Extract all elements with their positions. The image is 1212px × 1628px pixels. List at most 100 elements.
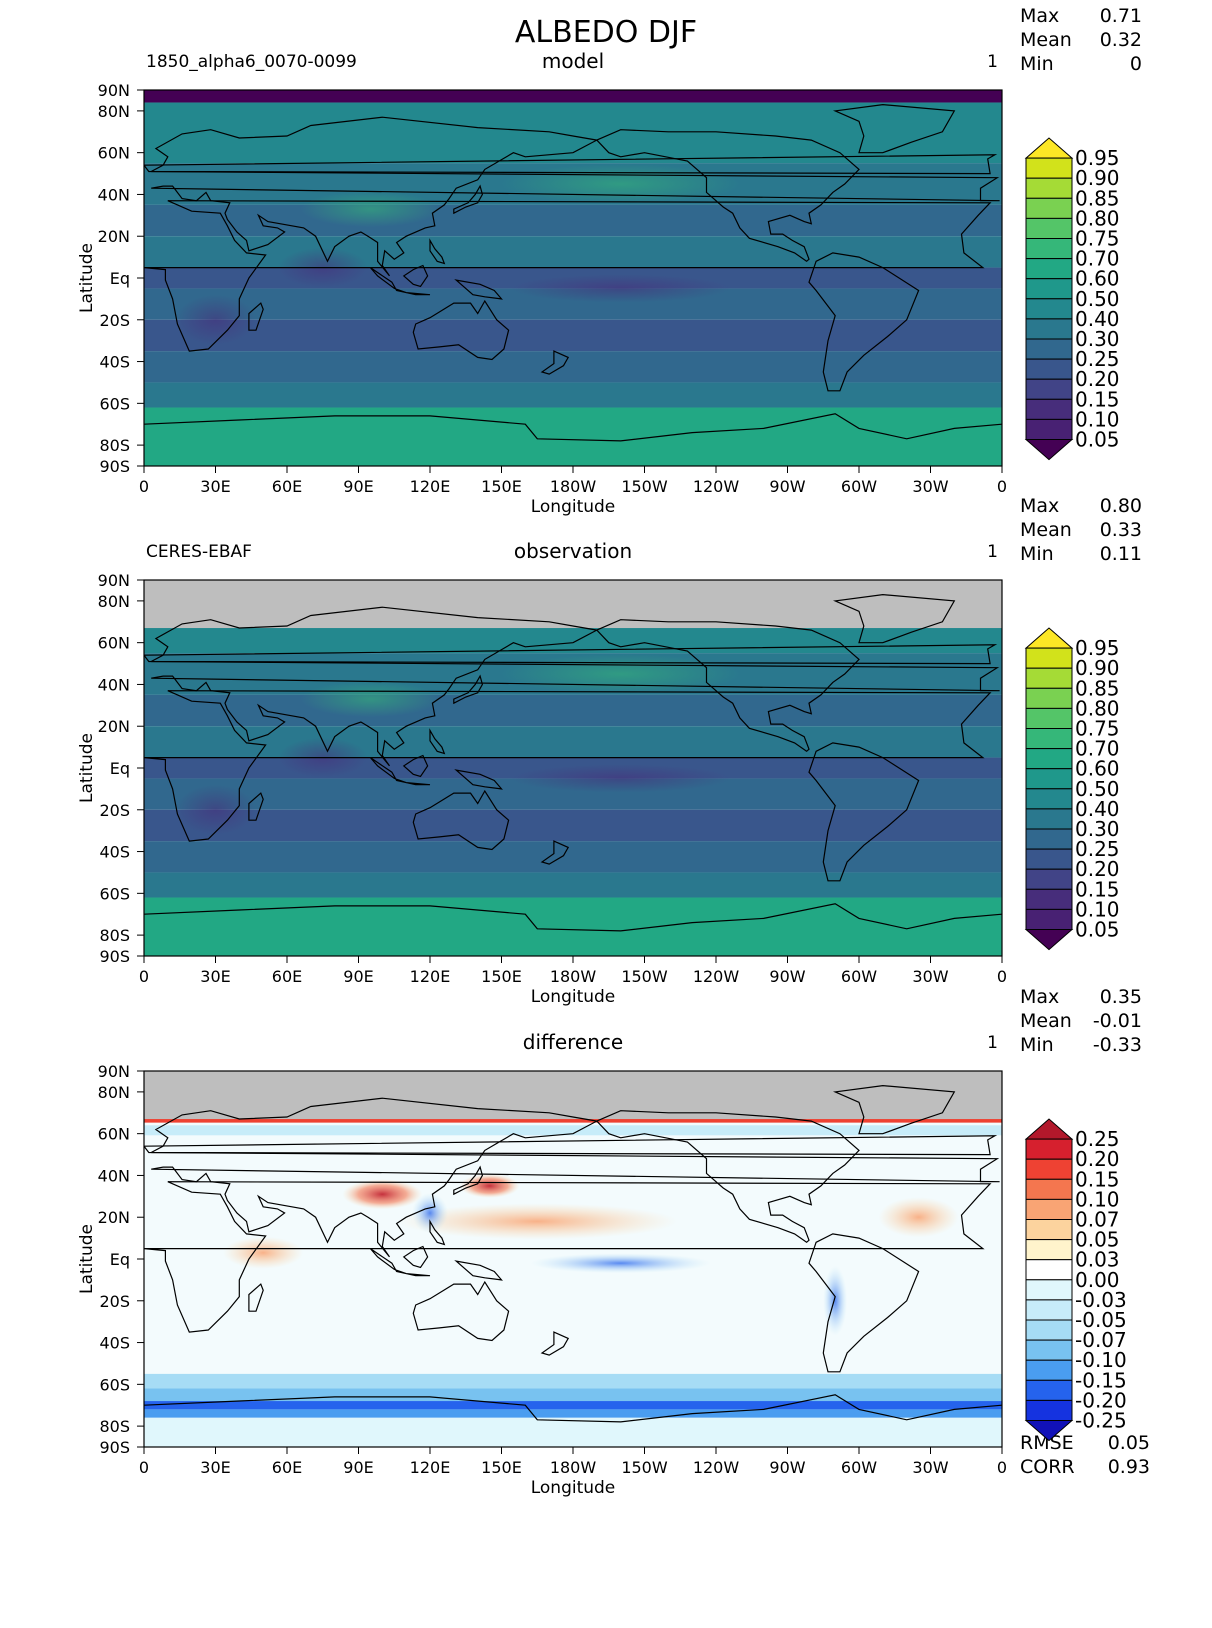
coastline-africa [144, 690, 992, 842]
coastline-japan [453, 184, 484, 215]
japan-positive [459, 1173, 520, 1198]
lon-tick-label: 30E [200, 1458, 230, 1477]
lat-tick-label: 60S [99, 394, 130, 413]
lat-tick-label: 90S [99, 947, 130, 966]
colorbar-label: -0.03 [1075, 1288, 1127, 1312]
panel-left-label: 1850_alpha6_0070-0099 [146, 52, 357, 72]
colorbar-segment [1025, 1379, 1073, 1401]
lon-tick-label: 0 [139, 477, 149, 496]
lon-tick-label: 60E [272, 477, 302, 496]
coastline-madagascar [248, 792, 264, 821]
colorbar-label: 0.60 [1075, 757, 1120, 781]
colorbar-segment [1025, 1259, 1073, 1281]
coastline-antarctica [144, 1394, 1002, 1423]
panel-right-label: 1 [987, 542, 998, 562]
colorbar-segment [1025, 1138, 1073, 1160]
colorbar-label: 0.70 [1075, 247, 1120, 271]
lat-tick-label: 80N [98, 592, 130, 611]
lat-tick-label: 40N [98, 1166, 130, 1185]
stat-value-min: -0.33 [1093, 1034, 1142, 1056]
coastline-namerica [595, 619, 860, 753]
colorbar-label: 0.05 [1075, 918, 1120, 942]
colorbar-label: 0.05 [1075, 428, 1120, 452]
colorbar-segment [1025, 338, 1073, 360]
coastline-europe [150, 116, 1000, 277]
colorbar-label: -0.25 [1075, 1409, 1127, 1433]
stat-value-mean: 0.33 [1100, 519, 1142, 541]
panels: 90N 80N 60N 40N 20N Eq 20S 40S 60S 80S 90S 0 30E 60E 9… [77, 5, 1150, 1498]
lon-tick-label: 120E [410, 1458, 451, 1477]
lon-tick-label: 90W [769, 1458, 805, 1477]
colorbar-segment [1025, 788, 1073, 810]
coastline-uk [144, 644, 998, 665]
colorbar-label: 0.30 [1075, 817, 1120, 841]
latitude-label: Latitude [77, 1224, 97, 1294]
coastline-europe [150, 606, 1000, 767]
colorbar-segment [1025, 1399, 1073, 1422]
coastline-philippines [429, 728, 446, 755]
colorbar-segment [1025, 687, 1073, 709]
coastline-greenland [832, 103, 956, 154]
stat-label-max: Max [1020, 986, 1059, 1008]
map-field-model [144, 90, 1002, 466]
colorbar-top-arrow [1024, 627, 1074, 649]
coastline-samerica [808, 1233, 920, 1373]
colorbar-segment [1025, 197, 1073, 219]
lon-tick-label: 180W [550, 967, 597, 986]
coastline-africa [144, 200, 992, 352]
colorbar-label: 0.80 [1075, 696, 1120, 720]
colorbar-label: 0.07 [1075, 1208, 1120, 1232]
colorbar-segment [1025, 238, 1073, 260]
coastline-newguinea [454, 769, 503, 790]
coastline-antarctica [144, 413, 1002, 442]
colorbar-segment [1025, 667, 1073, 689]
colorbar-label: 0.20 [1075, 1147, 1120, 1171]
map-field-observation [144, 580, 1002, 956]
colorbar-label: 0.85 [1075, 676, 1120, 700]
coastline-borneo [402, 264, 429, 288]
antarctic-bias [144, 1417, 1002, 1447]
lat-tick-label: Eq [110, 1250, 130, 1269]
colorbar-segment [1025, 1359, 1073, 1381]
southern-ocean-bias [144, 1373, 1002, 1389]
lon-tick-label: 150E [481, 967, 522, 986]
latitude-label: Latitude [77, 243, 97, 313]
longitude-label: Longitude [531, 1478, 616, 1498]
lat-tick-label: 40S [99, 843, 130, 862]
lon-tick-label: 30W [912, 1458, 948, 1477]
coastline-greenland [832, 1084, 956, 1135]
lon-tick-label: 90E [343, 967, 373, 986]
colorbar-segment [1025, 258, 1073, 280]
coastline-samerica [808, 742, 920, 882]
coastline-borneo [402, 1245, 429, 1269]
lat-tick-label: 40S [99, 353, 130, 372]
colorbar-label: 0.95 [1075, 146, 1120, 170]
coastline-indonesia [369, 1248, 431, 1277]
colorbar-segment [1025, 1319, 1073, 1341]
lon-tick-label: 180W [550, 1458, 597, 1477]
colorbar-top-arrow [1024, 1118, 1074, 1140]
albedo-band [144, 102, 1002, 164]
coastline-indonesia [369, 267, 431, 296]
lat-tick-label: 90N [98, 1062, 130, 1081]
panel-left-label: CERES-EBAF [146, 542, 252, 562]
albedo-band [144, 897, 1002, 956]
colorbar-label: 0.10 [1075, 897, 1120, 921]
coastline-antarctica [144, 903, 1002, 932]
stat-value-max: 0.80 [1100, 495, 1142, 517]
colorbar-segment [1025, 1279, 1073, 1301]
colorbar-label: -0.07 [1075, 1328, 1127, 1352]
lat-tick-label: 20S [99, 1292, 130, 1311]
lat-tick-label: 90N [98, 571, 130, 590]
stat-label-min: Min [1020, 1034, 1054, 1056]
stat-label-corr: CORR [1020, 1456, 1075, 1478]
colorbar-label: -0.05 [1075, 1308, 1127, 1332]
colorbar-segment [1025, 868, 1073, 890]
colorbar-label: 0.70 [1075, 737, 1120, 761]
eq-pacific-negative [530, 1253, 711, 1274]
npacific-clouds [500, 164, 741, 204]
polar-edge-bias [144, 1118, 1002, 1123]
stat-value-max: 0.71 [1100, 5, 1142, 27]
panel-model: 90N 80N 60N 40N 20N Eq 20S 40S 60S 80S 90S 0 30E 60E 9… [77, 5, 1142, 517]
coastline-uk [144, 1135, 998, 1156]
